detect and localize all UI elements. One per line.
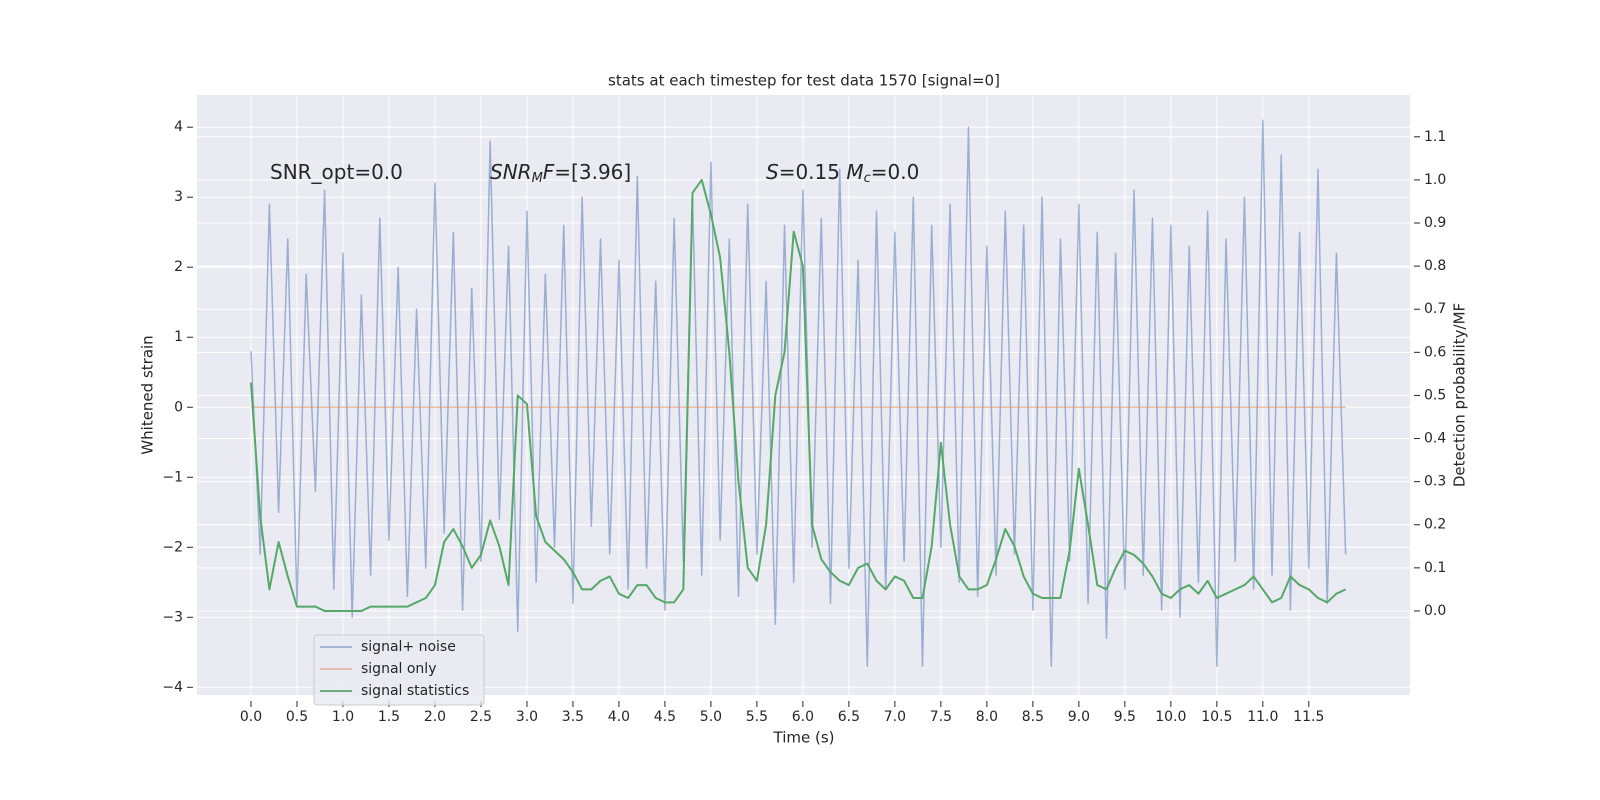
y-tick-label: 2: [174, 259, 183, 275]
y-tick-label: 3: [174, 189, 183, 205]
legend-label: signal+ noise: [361, 639, 456, 655]
annotation-part: SNR_opt=0.0: [270, 160, 403, 184]
legend-label: signal statistics: [361, 683, 469, 699]
annotation-part: =0.15: [779, 160, 847, 184]
grid: [197, 95, 1410, 695]
annotation-part: F: [543, 160, 555, 184]
x-tick-label: 5.0: [700, 709, 722, 725]
y2-tick-label: 0.4: [1424, 431, 1446, 447]
annotation-part: M: [532, 171, 543, 186]
x-tick-label: 9.0: [1068, 709, 1090, 725]
legend-label: signal only: [361, 661, 436, 677]
x-tick-label: 3.5: [562, 709, 584, 725]
annotation-part: SNR: [490, 160, 532, 184]
x-tick-label: 0.0: [240, 709, 262, 725]
y-tick-label: 0: [174, 399, 183, 415]
y-tick-label: 1: [174, 329, 183, 345]
annotation-part: M: [846, 160, 863, 184]
y2-tick-label: 0.7: [1424, 301, 1446, 317]
y-tick-label: −1: [162, 469, 183, 485]
x-tick-label: 8.0: [976, 709, 998, 725]
x-tick-label: 3.0: [516, 709, 538, 725]
y2-tick-label: 1.0: [1424, 172, 1446, 188]
x-tick-label: 5.5: [746, 709, 768, 725]
x-tick-label: 1.0: [332, 709, 354, 725]
x-tick-label: 1.5: [378, 709, 400, 725]
series-line: [249, 178, 1347, 612]
annotation-part: c: [864, 171, 871, 186]
y2-tick-label: 0.9: [1424, 215, 1446, 231]
series-line: [250, 119, 1347, 668]
x-tick-label: 2.0: [424, 709, 446, 725]
y2-tick-label: 0.6: [1424, 344, 1446, 360]
x-tick-label: 7.0: [884, 709, 906, 725]
x-axis-label: Time (s): [773, 729, 835, 747]
x-tick-label: 10.0: [1155, 709, 1186, 725]
x-tick-label: 6.5: [838, 709, 860, 725]
x-tick-label: 11.0: [1247, 709, 1278, 725]
y2-tick-label: 0.1: [1424, 560, 1446, 576]
x-tick-label: 9.5: [1114, 709, 1136, 725]
y2-tick-label: 0.0: [1424, 603, 1446, 619]
y-axis-label: Whitened strain: [139, 335, 157, 454]
y2-tick-label: 1.1: [1424, 129, 1446, 145]
x-tick-label: 7.5: [930, 709, 952, 725]
annotation-part: =[3.96]: [554, 160, 631, 184]
chart-title: stats at each timestep for test data 157…: [608, 72, 1000, 90]
x-tick-label: 11.5: [1293, 709, 1324, 725]
x-tick-label: 4.5: [654, 709, 676, 725]
legend-box: [313, 634, 485, 706]
y-tick-label: −2: [162, 539, 183, 555]
x-tick-label: 6.0: [792, 709, 814, 725]
x-tick-label: 4.0: [608, 709, 630, 725]
annotation: SNRMF=[3.96]: [490, 160, 631, 186]
annotation-part: =0.0: [871, 160, 920, 184]
annotation: SNR_opt=0.0: [270, 160, 403, 184]
y2-axis-label: Detection probability/MF: [1451, 303, 1469, 487]
annotation-part: S: [766, 160, 779, 184]
annotation: S=0.15 Mc=0.0: [766, 160, 919, 186]
y-tick-label: 4: [174, 119, 183, 135]
x-tick-label: 8.5: [1022, 709, 1044, 725]
x-tick-label: 0.5: [286, 709, 308, 725]
y2-tick-label: 0.2: [1424, 517, 1446, 533]
x-tick-label: 2.5: [470, 709, 492, 725]
y2-tick-label: 0.5: [1424, 387, 1446, 403]
y-tick-label: −4: [162, 679, 183, 695]
y-tick-label: −3: [162, 609, 183, 625]
y2-tick-label: 0.8: [1424, 258, 1446, 274]
y2-tick-label: 0.3: [1424, 474, 1446, 490]
x-tick-label: 10.5: [1201, 709, 1232, 725]
